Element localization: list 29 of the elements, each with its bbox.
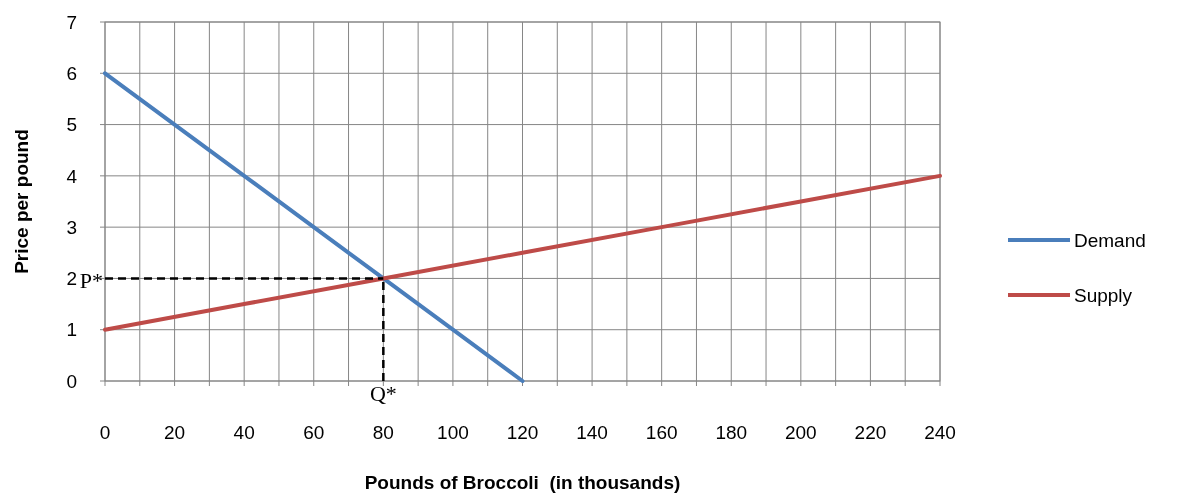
y-tick-label: 0 [66, 370, 77, 392]
x-tick-label: 20 [164, 422, 186, 443]
y-tick-label: 3 [66, 216, 77, 238]
x-tick-label: 240 [924, 422, 956, 443]
x-tick-label: 0 [99, 422, 111, 443]
line-series [103, 173, 942, 332]
y-tick-label: 5 [66, 114, 77, 136]
x-axis-title: Pounds of Broccoli (in thousands) [364, 472, 681, 493]
x-tick-label: 120 [506, 422, 539, 443]
x-tick-label: 160 [645, 422, 678, 443]
y-tick-label: 7 [66, 11, 77, 33]
y-axis-title: Price per pound [11, 129, 32, 274]
x-tick-label: 100 [437, 422, 469, 443]
x-tick-label: 140 [576, 422, 608, 443]
x-tick-label: 60 [303, 422, 325, 443]
x-tick-label: 220 [854, 422, 887, 443]
x-tick-label: 180 [715, 422, 748, 443]
y-tick-label: 4 [66, 165, 78, 187]
y-tick-label: 2 [66, 268, 77, 290]
y-tick-label: 6 [66, 62, 77, 84]
ref-line-label: Q* [369, 381, 397, 406]
x-tick-label: 80 [372, 422, 394, 443]
x-tick-label: 40 [233, 422, 255, 443]
line-series [103, 71, 525, 383]
y-tick-label: 1 [66, 319, 77, 341]
ref-line-label: P* [79, 268, 103, 294]
legend-label: Demand [1074, 229, 1146, 251]
legend-label: Supply [1074, 284, 1133, 306]
x-tick-label: 200 [784, 422, 817, 443]
